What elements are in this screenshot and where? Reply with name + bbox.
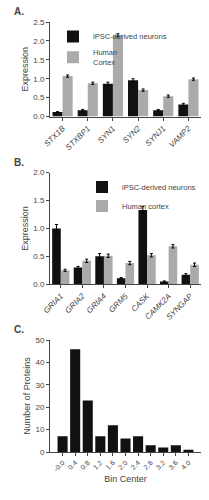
svg-text:Human cortex: Human cortex [122, 202, 169, 211]
svg-text:SYN2: SYN2 [121, 124, 143, 146]
svg-text:1.2: 1.2 [92, 459, 104, 471]
svg-text:VAMP2: VAMP2 [167, 124, 193, 150]
svg-text:B.: B. [14, 157, 24, 168]
svg-text:Expression: Expression [20, 47, 30, 92]
svg-text:A.: A. [14, 6, 24, 17]
svg-text:50: 50 [35, 336, 44, 345]
svg-text:0.5: 0.5 [33, 93, 45, 102]
svg-text:Expression: Expression [20, 206, 30, 251]
svg-text:1.6: 1.6 [104, 459, 116, 471]
svg-text:2.4: 2.4 [129, 459, 141, 471]
svg-text:0.8: 0.8 [79, 459, 91, 471]
svg-text:-0.0: -0.0 [52, 459, 66, 473]
svg-text:10: 10 [35, 425, 44, 434]
svg-text:1.5: 1.5 [33, 56, 45, 65]
svg-text:Bin Center: Bin Center [104, 474, 147, 484]
svg-text:CASK: CASK [130, 291, 152, 313]
svg-text:SYNGAP: SYNGAP [165, 291, 195, 321]
svg-text:2.0: 2.0 [117, 459, 129, 471]
svg-text:GRIA2: GRIA2 [63, 291, 87, 315]
svg-text:iPSC-derived neurons: iPSC-derived neurons [93, 32, 167, 41]
svg-text:Number of Proteins: Number of Proteins [22, 357, 32, 435]
svg-text:GRIA4: GRIA4 [85, 291, 109, 315]
svg-text:20: 20 [35, 403, 44, 412]
svg-text:1.0: 1.0 [33, 224, 45, 233]
svg-text:2.8: 2.8 [142, 459, 154, 471]
svg-text:0.4: 0.4 [67, 459, 79, 471]
svg-text:30: 30 [35, 381, 44, 390]
svg-text:2.0: 2.0 [33, 168, 45, 177]
svg-text:iPSC-derived neurons: iPSC-derived neurons [122, 183, 196, 192]
svg-text:C.: C. [14, 324, 24, 335]
svg-text:3.2: 3.2 [155, 459, 167, 471]
svg-text:0.0: 0.0 [33, 112, 45, 121]
svg-text:4.0: 4.0 [180, 459, 192, 471]
svg-text:STXBP1: STXBP1 [64, 124, 92, 152]
svg-text:CAMK2A: CAMK2A [143, 292, 173, 322]
svg-text:STX1B: STX1B [43, 124, 68, 149]
svg-text:1.0: 1.0 [33, 75, 45, 84]
svg-text:SYNJ1: SYNJ1 [144, 124, 168, 148]
svg-text:1.5: 1.5 [33, 196, 45, 205]
svg-text:SYN1: SYN1 [96, 124, 117, 145]
svg-text:40: 40 [35, 358, 44, 367]
svg-text:GRIA1: GRIA1 [42, 292, 65, 315]
svg-text:0.5: 0.5 [33, 252, 45, 261]
svg-text:3.6: 3.6 [167, 459, 179, 471]
svg-text:2.0: 2.0 [33, 37, 45, 46]
svg-text:GRM5: GRM5 [107, 291, 130, 314]
svg-text:HumanCortex: HumanCortex [93, 48, 117, 67]
svg-text:2.5: 2.5 [33, 18, 45, 27]
svg-text:0.0: 0.0 [33, 280, 45, 289]
svg-text:0: 0 [40, 448, 45, 457]
